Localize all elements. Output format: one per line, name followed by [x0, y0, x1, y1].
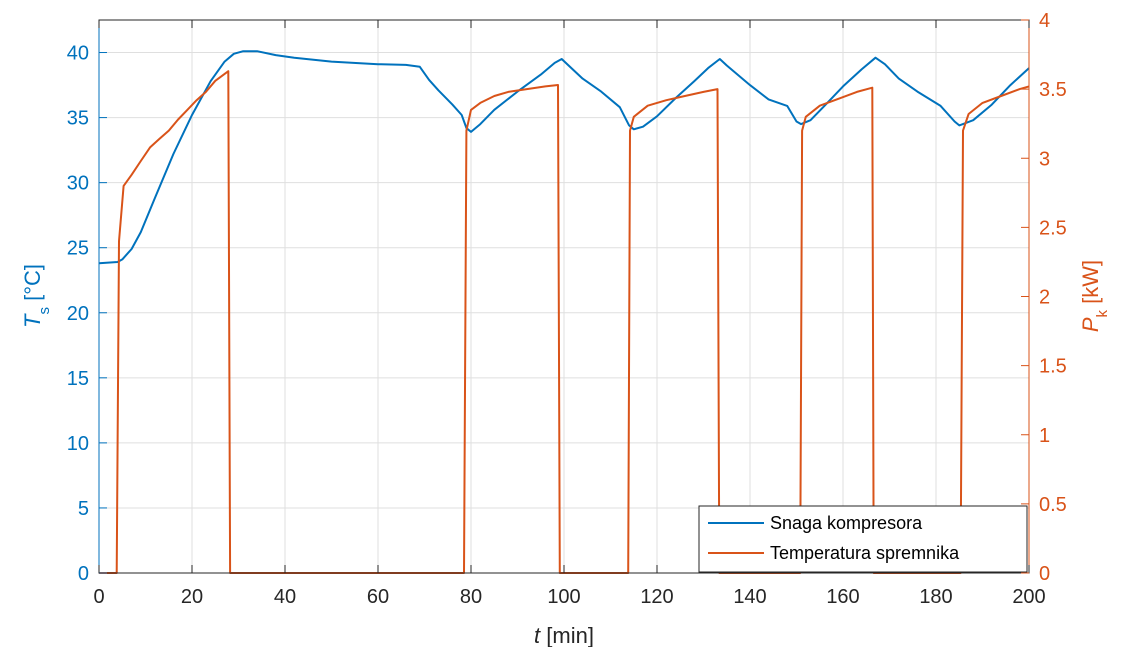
y-left-tick-label-10: 10 [67, 433, 89, 455]
y-right-tick-label-4: 4 [1039, 10, 1050, 32]
axis-ticks: 0 20 40 60 80 100 120 140 160 180 2000510152025303… [67, 10, 1067, 608]
x-tick-label-140: 140 [733, 586, 766, 608]
y-left-tick-label-0: 0 [78, 563, 89, 585]
series-lines [98, 50, 1030, 574]
series-line-temperatura-spremnika [99, 70, 1030, 574]
legend-box [698, 505, 1028, 573]
x-tick-label-40: 40 [274, 586, 296, 608]
y-right-tick-label-0: 0 [1039, 563, 1050, 585]
y-left-tick-label-15: 15 [67, 368, 89, 390]
y-right-tick-label-0.5: 0.5 [1039, 494, 1067, 516]
x-tick-label-80: 80 [460, 586, 482, 608]
x-tick-label-60: 60 [367, 586, 389, 608]
legend-label-snaga-kompresora: Snaga kompresora [770, 513, 923, 533]
y-right-tick-label-1.5: 1.5 [1039, 356, 1067, 378]
y-right-tick-label-3.5: 3.5 [1039, 79, 1067, 101]
x-tick-label-20: 20 [181, 586, 203, 608]
x-tick-label-120: 120 [640, 586, 673, 608]
legend: Snaga kompresora Temperatura spremnika [698, 505, 1028, 573]
y-left-tick-label-30: 30 [67, 173, 89, 195]
legend-label-temperatura-spremnika: Temperatura spremnika [770, 543, 960, 563]
y-left-tick-label-20: 20 [67, 303, 89, 325]
y-right-tick-label-2: 2 [1039, 287, 1050, 309]
y-left-label: Ts [°C] [20, 264, 53, 328]
x-tick-label-180: 180 [919, 586, 952, 608]
x-tick-label-100: 100 [547, 586, 580, 608]
y-right-tick-label-3: 3 [1039, 148, 1050, 170]
y-right-tick-label-1: 1 [1039, 425, 1050, 447]
y-left-tick-label-25: 25 [67, 238, 89, 260]
y-right-label: Pk [kW] [1078, 260, 1111, 332]
x-tick-label-0: 0 [93, 586, 104, 608]
x-tick-label-160: 160 [826, 586, 859, 608]
x-tick-label-200: 200 [1012, 586, 1045, 608]
series-line-snaga-kompresora [98, 50, 1030, 265]
y-left-tick-label-5: 5 [78, 498, 89, 520]
y-left-tick-label-35: 35 [67, 108, 89, 130]
y-right-tick-label-2.5: 2.5 [1039, 217, 1067, 239]
y-left-tick-label-40: 40 [67, 43, 89, 65]
x-label: t [min] [534, 623, 594, 647]
